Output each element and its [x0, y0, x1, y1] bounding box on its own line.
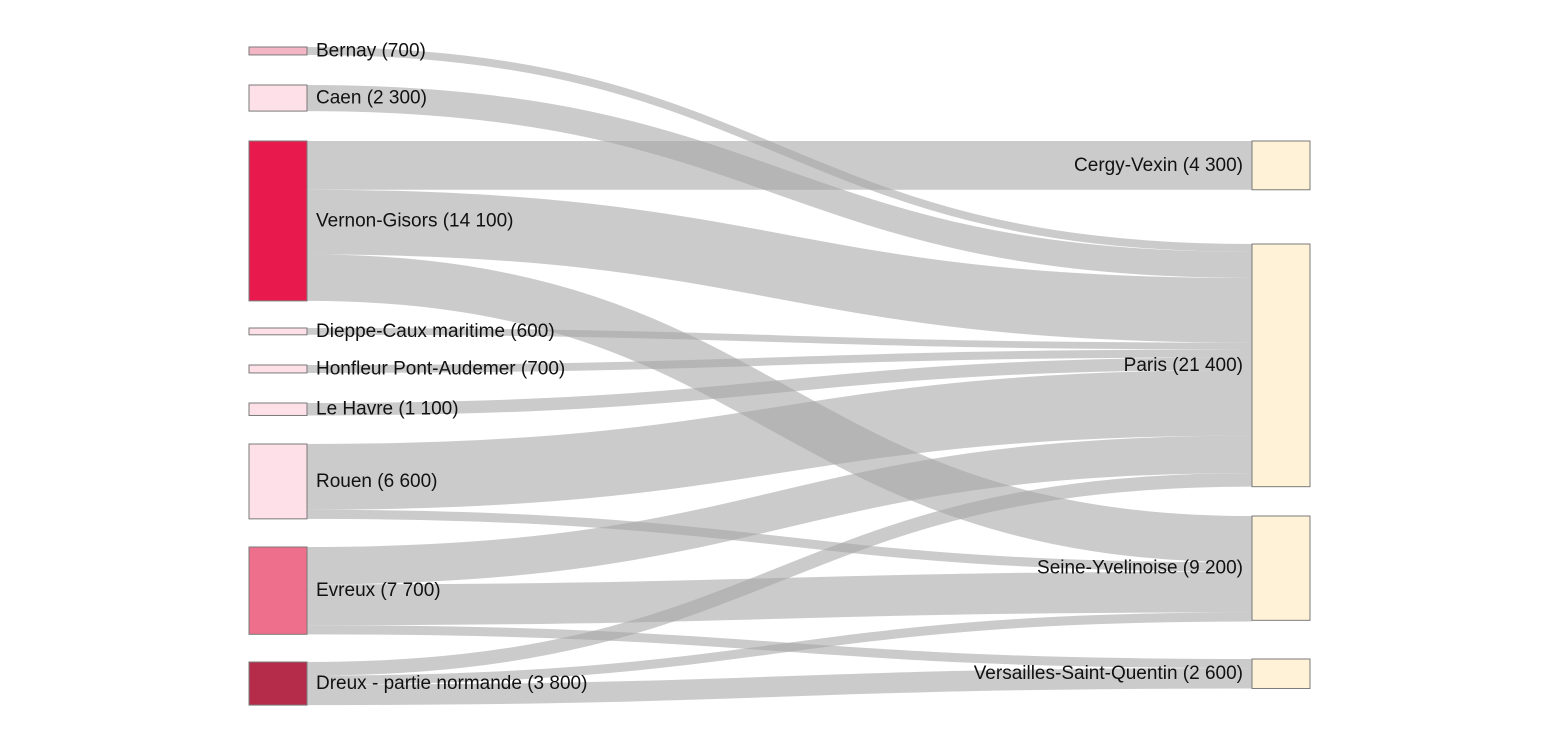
target-label-paris: Paris (21 400) — [1124, 355, 1243, 376]
flow-honfleur-to-paris — [306, 349, 1253, 373]
flow-rouen-to-paris — [306, 369, 1253, 510]
target-node-cergy — [1251, 140, 1311, 191]
source-node-caen — [248, 84, 308, 112]
source-node-dreux — [248, 661, 308, 706]
source-label-dreux: Dreux - partie normande (3 800) — [316, 673, 587, 694]
source-node-vernon — [248, 140, 308, 302]
flow-evreux-to-paris — [306, 435, 1253, 585]
flow-rouen-to-seine — [306, 509, 1253, 572]
target-node-seine — [1251, 515, 1311, 621]
flow-vernon-to-paris — [306, 189, 1253, 343]
flow-dreux-to-seine — [306, 612, 1253, 685]
target-label-seine: Seine-Yvelinoise (9 200) — [1037, 558, 1243, 579]
nodes-layer — [248, 46, 1311, 706]
flow-dreux-to-paris — [306, 473, 1253, 676]
source-node-honfleur — [248, 364, 308, 374]
target-node-paris — [1251, 243, 1311, 488]
source-label-lehavre: Le Havre (1 100) — [316, 399, 459, 420]
source-node-evreux — [248, 546, 308, 635]
source-label-vernon: Vernon-Gisors (14 100) — [316, 210, 514, 231]
source-label-evreux: Evreux (7 700) — [316, 580, 441, 601]
labels-layer: Bernay (700) Caen (2 300) Vernon-Gisors (1… — [316, 40, 1243, 694]
target-node-versailles — [1251, 658, 1311, 689]
source-label-dieppe: Dieppe-Caux maritime (600) — [316, 321, 555, 342]
source-label-caen: Caen (2 300) — [316, 88, 427, 109]
flow-evreux-to-seine — [306, 571, 1253, 626]
links-layer — [306, 47, 1253, 706]
flow-dieppe-to-paris — [306, 328, 1253, 350]
source-node-lehavre — [248, 402, 308, 416]
target-label-versailles: Versailles-Saint-Quentin (2 600) — [974, 663, 1243, 684]
source-node-rouen — [248, 443, 308, 520]
flow-lehavre-to-paris — [306, 357, 1253, 416]
flow-dreux-to-versailles — [306, 668, 1253, 706]
source-label-honfleur: Honfleur Pont-Audemer (700) — [316, 358, 565, 379]
source-node-bernay — [248, 46, 308, 56]
source-label-rouen: Rouen (6 600) — [316, 471, 437, 492]
source-label-bernay: Bernay (700) — [316, 40, 426, 61]
source-node-dieppe — [248, 327, 308, 336]
target-label-cergy: Cergy-Vexin (4 300) — [1074, 155, 1243, 176]
